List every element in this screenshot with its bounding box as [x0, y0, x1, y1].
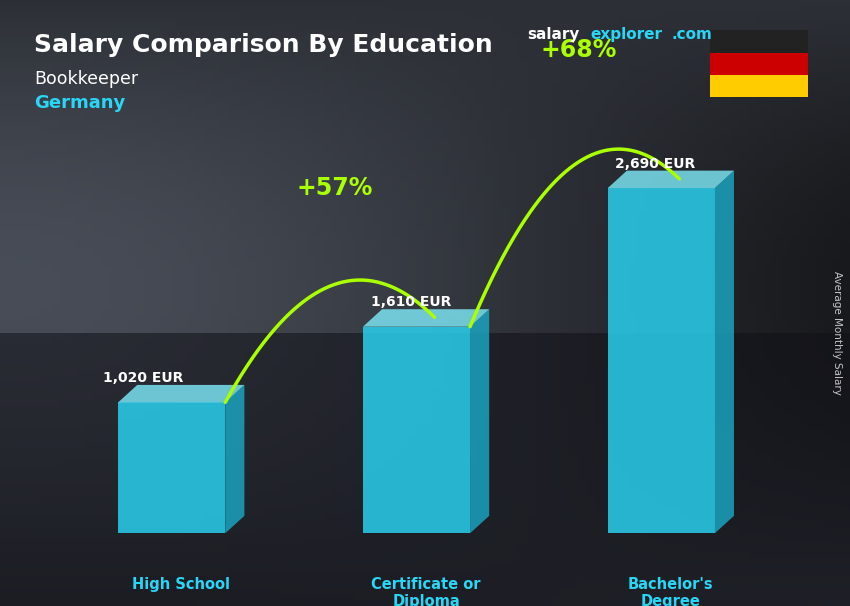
- Polygon shape: [608, 171, 734, 188]
- Polygon shape: [715, 171, 734, 533]
- Text: +57%: +57%: [296, 176, 372, 200]
- Text: 1,020 EUR: 1,020 EUR: [103, 371, 184, 385]
- Text: Bookkeeper: Bookkeeper: [34, 70, 138, 88]
- Polygon shape: [118, 385, 245, 402]
- Text: salary: salary: [527, 27, 580, 42]
- Polygon shape: [363, 327, 470, 533]
- Text: 2,690 EUR: 2,690 EUR: [615, 156, 695, 171]
- Text: Salary Comparison By Education: Salary Comparison By Education: [34, 33, 493, 58]
- Polygon shape: [118, 402, 225, 533]
- Text: explorer: explorer: [591, 27, 663, 42]
- Text: Bachelor's
Degree: Bachelor's Degree: [628, 577, 714, 606]
- Text: +68%: +68%: [541, 38, 617, 62]
- Polygon shape: [363, 309, 490, 327]
- Text: Certificate or
Diploma: Certificate or Diploma: [371, 577, 481, 606]
- Polygon shape: [225, 385, 245, 533]
- Bar: [0, 333, 850, 606]
- Text: Average Monthly Salary: Average Monthly Salary: [832, 271, 842, 395]
- Polygon shape: [470, 309, 490, 533]
- Polygon shape: [608, 188, 715, 533]
- Text: 1,610 EUR: 1,610 EUR: [371, 295, 451, 309]
- Text: .com: .com: [672, 27, 712, 42]
- Text: Germany: Germany: [34, 94, 125, 112]
- Text: High School: High School: [133, 577, 230, 592]
